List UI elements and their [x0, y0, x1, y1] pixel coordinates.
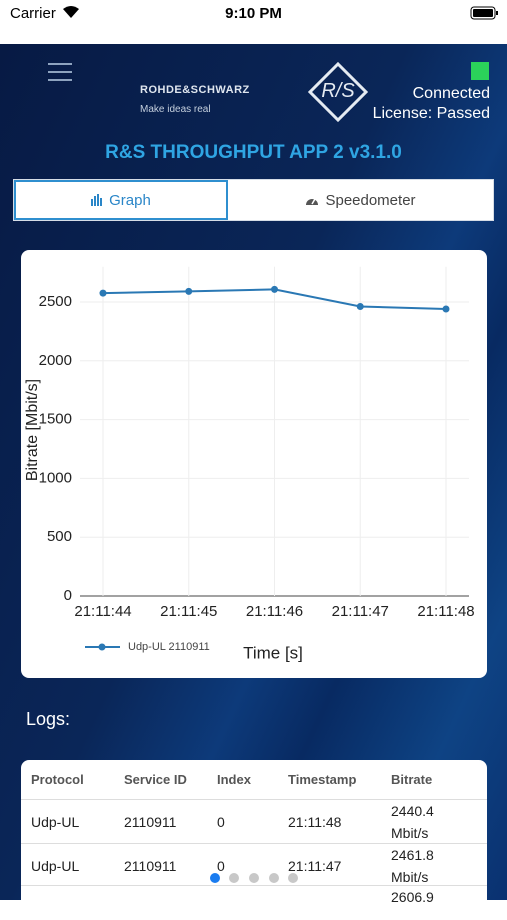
legend-label: Udp-UL 2110911	[128, 641, 210, 653]
tab-label: Speedometer	[325, 191, 416, 209]
table-cell: Udp-UL	[31, 814, 80, 830]
table-cell: 2461.8 Mbit/s	[391, 847, 434, 885]
battery-icon	[470, 6, 498, 20]
x-tick-label: 21:11:46	[246, 603, 303, 620]
column-header: Timestamp	[288, 772, 357, 787]
column-header: Protocol	[31, 772, 84, 787]
graph-tab[interactable]: Graph	[14, 180, 228, 220]
row-divider	[21, 799, 487, 800]
logs-title: Logs:	[26, 709, 71, 729]
table-cell: 0	[217, 858, 225, 874]
data-point	[356, 302, 364, 310]
speedometer-icon	[306, 198, 319, 205]
rs-logo: R/S	[308, 62, 368, 122]
table-cell: 2606.9	[391, 889, 434, 905]
x-tick-label: 21:11:45	[160, 603, 217, 620]
y-tick-label: 1500	[39, 411, 72, 428]
y-tick-label: 2500	[39, 293, 72, 310]
tab-label: Graph	[109, 191, 151, 209]
page-dot[interactable]	[210, 873, 220, 883]
y-tick-label: 0	[64, 587, 72, 604]
page-dot[interactable]	[288, 873, 298, 883]
column-header: Bitrate	[391, 772, 433, 787]
table-cell: 0	[217, 814, 225, 830]
menu-button[interactable]	[48, 62, 72, 82]
table-cell: 2440.4 Mbit/s	[391, 803, 434, 841]
legend-marker	[98, 643, 106, 651]
brand: ROHDE&SCHWARZ	[140, 84, 250, 96]
x-tick-label: 21:11:47	[332, 603, 389, 620]
table-cell: 21:11:48	[288, 814, 342, 830]
data-point	[442, 305, 450, 313]
data-point	[99, 289, 107, 297]
carrier: Carrier	[10, 5, 56, 22]
column-header: Service ID	[124, 772, 187, 787]
table-cell: 21:11:47	[288, 858, 342, 874]
x-tick-label: 21:11:48	[417, 603, 474, 620]
speedometer-tab[interactable]: Speedometer	[228, 180, 493, 220]
data-point	[185, 287, 193, 295]
svg-text:R/S: R/S	[321, 80, 355, 102]
table-cell: 2110911	[124, 814, 177, 830]
row-divider	[21, 885, 487, 886]
column-header: Index	[217, 772, 251, 787]
x-tick-label: 21:11:44	[74, 603, 131, 620]
table-cell: Udp-UL	[31, 858, 80, 874]
app-title: R&S THROUGHPUT APP 2 v3.1.0	[105, 142, 402, 163]
chart-card: Bitrate [Mbit/s] Time [s] 0 500 1000 1500 20…	[21, 250, 487, 678]
data-point	[271, 285, 278, 293]
status-bar: Carrier 9:10 PM	[0, 0, 507, 44]
y-tick-label: 1000	[39, 469, 72, 486]
graph-icon	[91, 194, 103, 206]
tab-bar: Graph Speedometer	[13, 179, 494, 221]
y-tick-label: 2000	[39, 352, 72, 369]
connection-status: Connected	[412, 85, 490, 102]
license-status: License: Passed	[372, 105, 490, 122]
y-axis-title: Bitrate [Mbit/s]	[24, 379, 41, 481]
slogan: Make ideas real	[140, 104, 211, 115]
row-divider	[21, 843, 487, 844]
page-dot[interactable]	[249, 873, 259, 883]
status-indicator	[471, 62, 489, 80]
clock: 9:10 PM	[225, 5, 282, 22]
y-tick-label: 500	[47, 528, 72, 545]
x-axis-title: Time [s]	[243, 643, 303, 662]
logs-table: Protocol Service ID Index Timestamp Bitrate U…	[21, 760, 487, 920]
page-dot[interactable]	[229, 873, 239, 883]
table-cell: 2110911	[124, 858, 177, 874]
wifi-icon	[63, 6, 79, 18]
page-dot[interactable]	[269, 873, 279, 883]
